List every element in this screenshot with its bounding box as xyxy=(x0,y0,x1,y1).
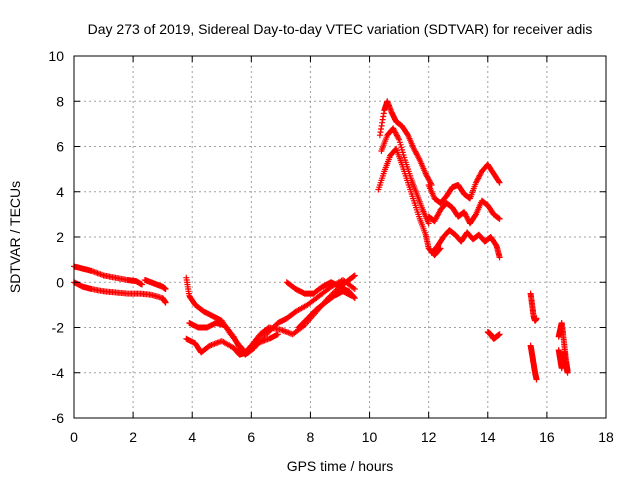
y-tick-label: 6 xyxy=(56,139,64,155)
marker-path xyxy=(527,290,540,324)
y-tick-label: 2 xyxy=(56,229,64,245)
x-tick-label: 10 xyxy=(362,429,378,445)
marker-path xyxy=(428,227,503,261)
grid xyxy=(74,56,606,418)
series-arc-c xyxy=(183,331,281,358)
x-tick-label: 0 xyxy=(70,429,78,445)
series-burst-a xyxy=(527,290,540,324)
marker-path xyxy=(378,125,432,227)
series-late-drop xyxy=(484,329,503,342)
y-tick-label: 0 xyxy=(56,274,64,290)
y-axis-label: SDTVAR / TECUs xyxy=(7,181,23,293)
series-late-upper xyxy=(425,161,503,207)
series-late-mid xyxy=(425,197,503,227)
marker-path xyxy=(425,161,503,207)
series-early-tail xyxy=(141,277,169,292)
chart-title: Day 273 of 2019, Sidereal Day-to-day VTE… xyxy=(88,21,593,37)
marker-path xyxy=(295,288,355,331)
marker-path xyxy=(527,342,540,383)
x-tick-labels: 0 2 4 6 8 10 12 14 16 18 xyxy=(70,429,614,445)
y-tick-label: -4 xyxy=(52,365,65,381)
x-tick-label: 8 xyxy=(307,429,315,445)
marker-path xyxy=(183,331,281,358)
x-tick-label: 12 xyxy=(421,429,437,445)
y-tick-label: -6 xyxy=(52,410,65,426)
data-points xyxy=(71,98,571,383)
marker-path xyxy=(555,347,571,376)
series-arc-e xyxy=(295,288,355,331)
marker-path xyxy=(376,98,435,188)
x-tick-label: 16 xyxy=(539,429,555,445)
series-peak-upper xyxy=(376,98,435,188)
marker-path xyxy=(425,197,503,227)
series-burst-d xyxy=(555,347,571,376)
marker-path xyxy=(141,277,169,292)
axis-ticks xyxy=(73,55,607,419)
y-tick-label: 10 xyxy=(48,48,64,64)
y-tick-label: 4 xyxy=(56,184,64,200)
series-peak-mid xyxy=(378,125,432,227)
y-tick-label: -2 xyxy=(52,320,65,336)
y-tick-labels: -6 -4 -2 0 2 4 6 8 10 xyxy=(48,48,64,426)
y-tick-label: 8 xyxy=(56,93,64,109)
series-burst-b xyxy=(527,342,540,383)
x-axis-label: GPS time / hours xyxy=(287,458,394,474)
series-peak-lower xyxy=(375,145,444,259)
x-tick-label: 18 xyxy=(598,429,614,445)
x-tick-label: 4 xyxy=(188,429,196,445)
marker-path xyxy=(484,329,503,342)
series-late-lower xyxy=(428,227,503,261)
x-tick-label: 14 xyxy=(480,429,496,445)
marker-path xyxy=(375,145,444,259)
x-tick-label: 6 xyxy=(247,429,255,445)
x-tick-label: 2 xyxy=(129,429,137,445)
